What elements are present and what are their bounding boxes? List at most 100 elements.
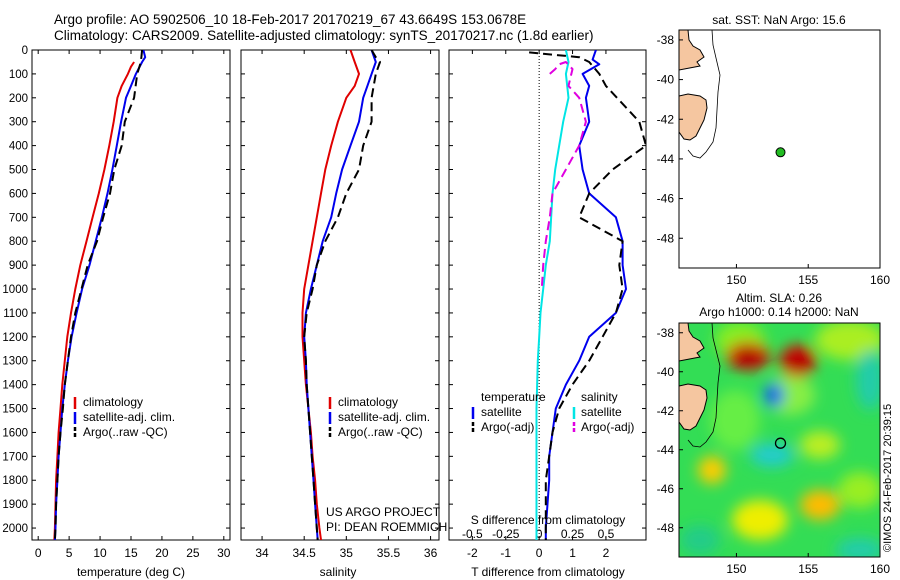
y-tick-label: 1200 [2, 332, 28, 344]
temperature-legend: climatology satellite-adj. clim. Argo(..… [73, 395, 175, 439]
lat-tick-label: -42 [657, 112, 675, 126]
x-tick-label: 1 [569, 546, 576, 560]
y-tick-label: 600 [9, 188, 28, 200]
lon-tick-label: 155 [798, 562, 818, 576]
lat-tick-label: -40 [657, 73, 675, 87]
lon-tick-label: 160 [870, 273, 890, 287]
y-tick-label: 1500 [2, 404, 28, 416]
x-tick-label: -2 [467, 546, 478, 560]
s-tick-label: 0.5 [598, 527, 615, 541]
y-tick-label: 0 [22, 45, 28, 57]
sla-map-frame [678, 322, 881, 558]
difference-panel: -2 -1 0 1 2 -0.5 -0.25 0 0.25 0.5 T difference f… [448, 49, 647, 579]
y-tick-label: 1800 [2, 475, 28, 487]
legend-s-satellite-label: satellite [581, 405, 622, 419]
s-tick-label: 0 [536, 527, 543, 541]
lat-tick-label: -40 [657, 365, 675, 379]
series-argo-raw-qc--line [53, 50, 144, 540]
sla-map-title-line2: Argo h1000: 0.14 h2000: NaN [699, 305, 858, 319]
y-tick-label: 800 [9, 236, 28, 248]
legend-satellite-label: satellite-adj. clim. [83, 410, 175, 424]
series-climatology-line [53, 61, 135, 540]
pi-annotation: PI: DEAN ROEMMICH [326, 520, 447, 534]
lat-tick-label: -46 [657, 482, 675, 496]
header-line1: Argo profile: AO 5902506_10 18-Feb-2017 … [54, 12, 526, 27]
s-tick-label: -0.5 [462, 527, 483, 541]
header-line2: Climatology: CARS2009. Satellite-adjuste… [54, 28, 594, 43]
series-t-argo-adj--line [529, 51, 646, 540]
difference-axes-frame [448, 49, 647, 541]
sst-map-title: sat. SST: NaN Argo: 15.6 [712, 13, 846, 27]
lat-tick-label: -48 [657, 231, 675, 245]
y-tick-label: 500 [9, 165, 28, 177]
y-tick-label: 2000 [2, 523, 28, 535]
x-tick-label: 0 [35, 546, 42, 560]
x-tick-label: 35.5 [377, 546, 401, 560]
shelf-contour [687, 30, 721, 159]
sst-map-panel: sat. SST: NaN Argo: 15.6 150 155 160 -38 -40… [657, 13, 891, 287]
series-s-satellite-line [535, 50, 570, 540]
y-tick-label: 1600 [2, 427, 28, 439]
lat-tick-label: -44 [657, 152, 675, 166]
series-satellite-adj-clim--line [303, 50, 377, 540]
mainland-land [679, 30, 705, 71]
y-tick-label: 400 [9, 141, 28, 153]
x-tick-label: 30 [217, 546, 231, 560]
sla-anomaly-field [680, 323, 880, 557]
x-tick-label: 20 [155, 546, 169, 560]
lat-tick-label: -38 [657, 326, 675, 340]
y-tick-label: 1700 [2, 451, 28, 463]
imos-timestamp: ©IMOS 24-Feb-2017 20:39:15 [882, 404, 894, 552]
x-tick-label: 34.5 [293, 546, 317, 560]
y-tick-label: 200 [9, 93, 28, 105]
salinity-legend: climatology satellite-adj. clim. Argo(..… [328, 395, 430, 439]
salinity-xlabel: salinity [320, 565, 357, 579]
x-tick-label: 5 [66, 546, 73, 560]
legend-argo-label: Argo(..raw -QC) [338, 425, 423, 439]
lat-tick-label: -48 [657, 521, 675, 535]
legend-argo-label: Argo(..raw -QC) [83, 425, 168, 439]
legend-t-argo-label: Argo(-adj) [481, 420, 534, 434]
x-tick-label: 15 [124, 546, 138, 560]
y-tick-label: 100 [9, 69, 28, 81]
series-satellite-adj-clim--line [53, 50, 147, 540]
argo-position-marker [774, 437, 787, 449]
s-difference-xlabel: S difference from climatology [471, 513, 626, 527]
difference-legend: temperature satellite Argo(-adj) salinit… [471, 390, 634, 434]
y-tick-label: 1300 [2, 356, 28, 368]
x-tick-label: 34 [255, 546, 269, 560]
legend-satellite-label: satellite-adj. clim. [338, 410, 430, 424]
series-argo-raw-qc--line [303, 50, 381, 540]
legend-temperature-title: temperature [481, 390, 546, 404]
x-tick-label: 35 [340, 546, 354, 560]
x-tick-label: -1 [500, 546, 511, 560]
lat-tick-label: -38 [657, 33, 675, 47]
sla-map-title-line1: Altim. SLA: 0.26 [736, 291, 822, 305]
lat-tick-label: -46 [657, 192, 675, 206]
y-tick-label: 900 [9, 260, 28, 272]
x-tick-label: 0 [536, 546, 543, 560]
shelf-contour [687, 323, 721, 448]
y-tick-label: 700 [9, 212, 28, 224]
y-tick-label: 1900 [2, 499, 28, 511]
lon-tick-label: 155 [798, 273, 818, 287]
lat-tick-label: -42 [657, 404, 675, 418]
lon-tick-label: 160 [870, 562, 890, 576]
t-difference-xlabel: T difference from climatology [471, 565, 625, 579]
tasmania-land [679, 383, 708, 431]
y-tick-label: 1100 [3, 308, 28, 320]
sla-map-panel: Altim. SLA: 0.26 Argo h1000: 0.14 h2000:… [657, 291, 894, 576]
legend-climatology-label: climatology [83, 395, 143, 409]
s-tick-label: -0.25 [492, 527, 520, 541]
salinity-axes-frame [240, 49, 440, 541]
y-tick-label: 1000 [2, 284, 28, 296]
legend-salinity-title: salinity [581, 390, 618, 404]
x-tick-label: 36 [424, 546, 438, 560]
lon-tick-label: 150 [726, 273, 746, 287]
tasmania-land [679, 93, 708, 141]
series-s-argo-adj--line [540, 61, 587, 290]
temperature-xlabel: temperature (deg C) [77, 565, 185, 579]
y-tick-label: 1400 [2, 380, 28, 392]
lon-tick-label: 150 [726, 562, 746, 576]
